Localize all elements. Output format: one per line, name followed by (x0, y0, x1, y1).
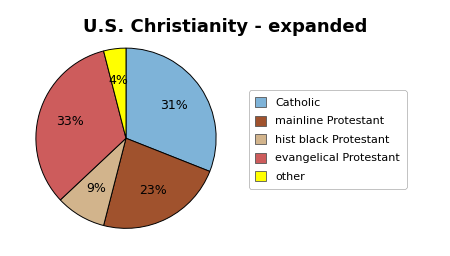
Text: 33%: 33% (56, 115, 84, 129)
Wedge shape (104, 138, 210, 228)
Wedge shape (104, 48, 126, 138)
Legend: Catholic, mainline Protestant, hist black Protestant, evangelical Protestant, ot: Catholic, mainline Protestant, hist blac… (248, 90, 407, 189)
Wedge shape (60, 138, 126, 226)
Text: 9%: 9% (86, 182, 106, 195)
Wedge shape (126, 48, 216, 172)
Text: 4%: 4% (109, 74, 129, 87)
Text: U.S. Christianity - expanded: U.S. Christianity - expanded (83, 18, 367, 36)
Text: 23%: 23% (139, 184, 166, 197)
Text: 31%: 31% (161, 99, 188, 112)
Wedge shape (36, 51, 126, 200)
